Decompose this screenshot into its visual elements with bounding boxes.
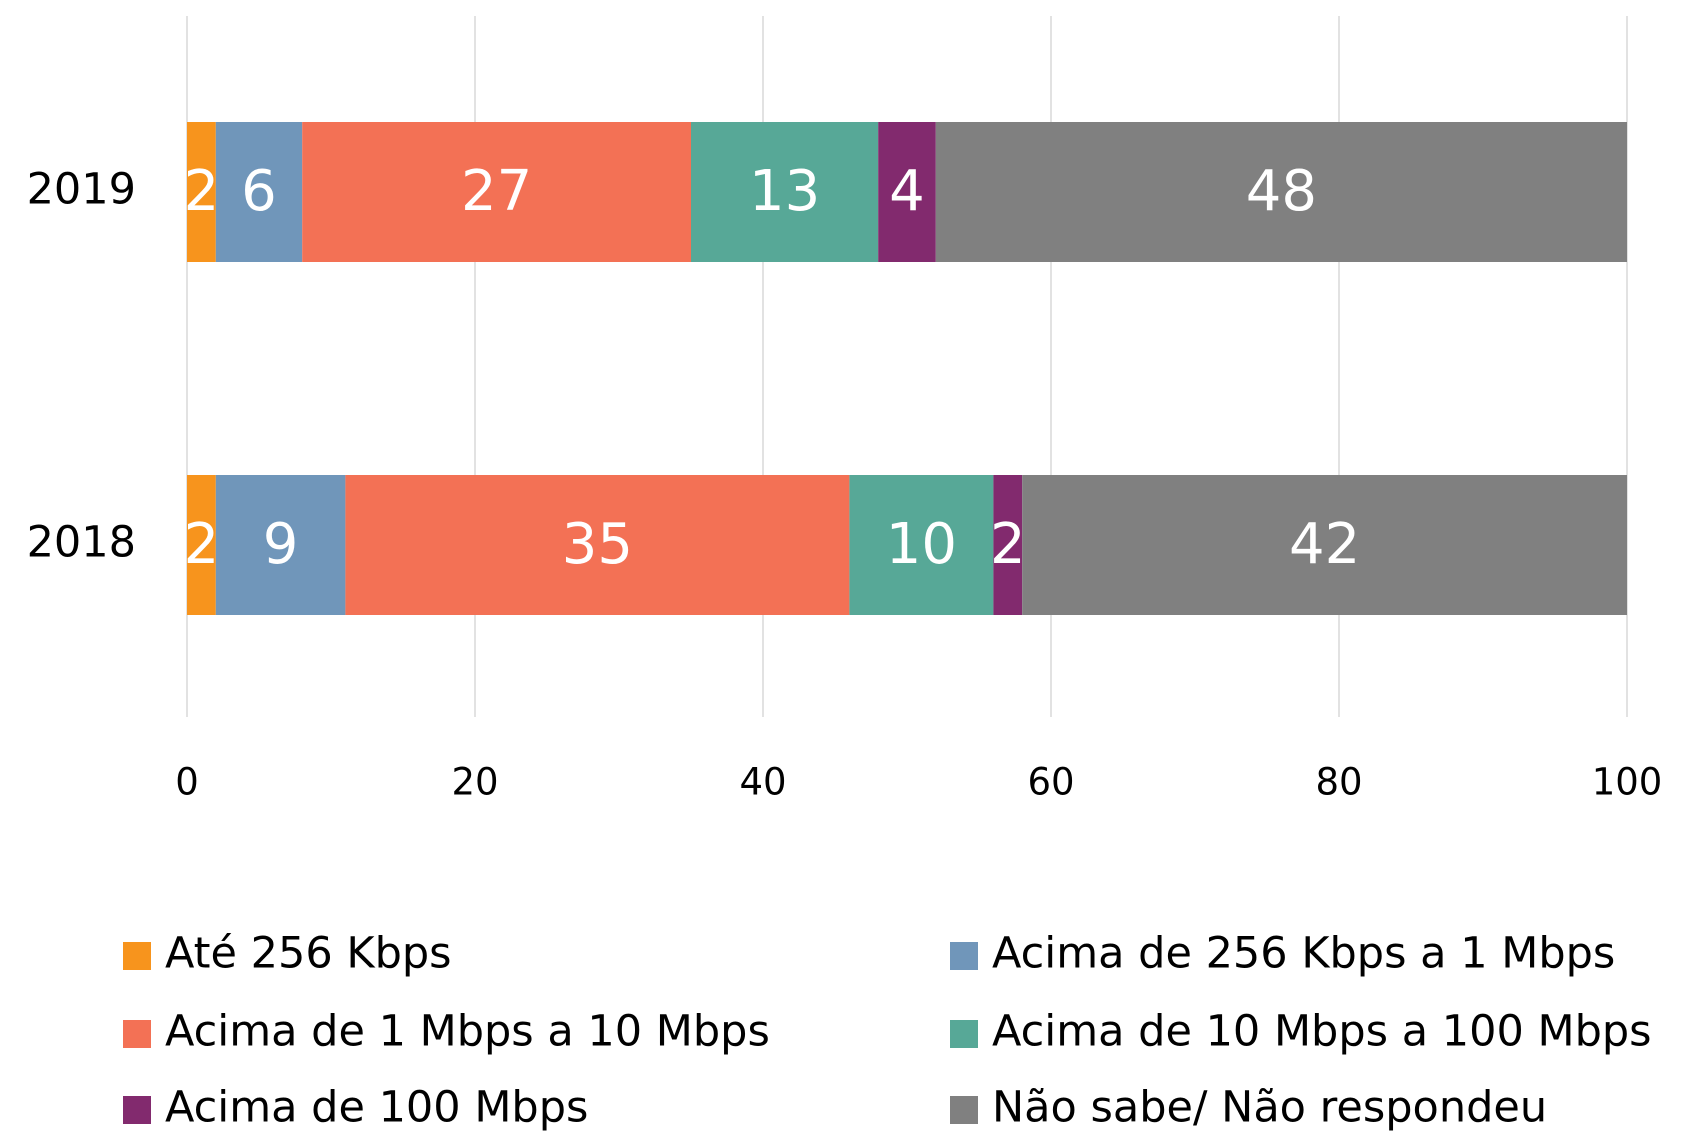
x-tick-label: 60	[1027, 761, 1074, 804]
bar-segment	[215, 122, 303, 262]
bar-segment	[345, 475, 850, 615]
data-label: 4	[889, 159, 925, 224]
legend-label: Acima de 100 Mbps	[165, 1083, 588, 1131]
bar-segment	[935, 122, 1627, 262]
bar-segment	[849, 475, 994, 615]
data-label: 35	[562, 512, 633, 577]
legend-label: Acima de 256 Kbps a 1 Mbps	[992, 929, 1615, 979]
legend-swatch	[950, 1096, 978, 1124]
legend-swatch	[950, 1020, 978, 1048]
bar-segment	[187, 122, 216, 262]
data-label: 9	[263, 512, 299, 577]
data-label: 2	[184, 512, 220, 577]
bar-segment	[691, 122, 879, 262]
data-label: 2	[990, 512, 1026, 577]
x-tick-label: 100	[1592, 761, 1663, 804]
bar-segment	[1022, 475, 1627, 615]
legend-swatch	[950, 942, 978, 970]
data-label: 10	[886, 512, 957, 577]
data-label: 2	[184, 159, 220, 224]
legend-label: Até 256 Kbps	[165, 929, 452, 979]
data-label: 6	[241, 159, 277, 224]
legend-label: Acima de 10 Mbps a 100 Mbps	[992, 1007, 1652, 1057]
legend-label: Acima de 1 Mbps a 10 Mbps	[165, 1007, 770, 1057]
data-label: 42	[1289, 512, 1360, 577]
data-label: 13	[749, 159, 820, 224]
legend-swatch	[123, 942, 151, 970]
x-tick-label: 40	[739, 761, 786, 804]
legend-swatch	[123, 1020, 151, 1048]
x-tick-label: 80	[1315, 761, 1362, 804]
data-label: 27	[461, 159, 532, 224]
bar-segment	[187, 475, 216, 615]
bar-segment	[878, 122, 936, 262]
bar-segment	[993, 475, 1023, 615]
legend-swatch	[123, 1096, 151, 1124]
data-label: 48	[1246, 159, 1317, 224]
x-tick-label: 20	[451, 761, 498, 804]
legend-label: Não sabe/ Não respondeu	[992, 1083, 1547, 1131]
category-label: 2019	[27, 165, 136, 215]
category-label: 2018	[27, 518, 136, 568]
bar-segment	[302, 122, 691, 262]
x-tick-label: 0	[175, 761, 199, 804]
bar-segment	[215, 475, 346, 615]
